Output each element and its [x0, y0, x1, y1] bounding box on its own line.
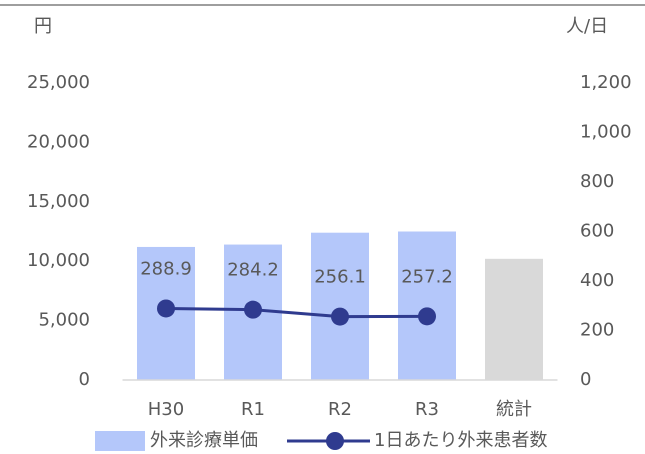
y2-tick-label: 800: [580, 171, 614, 192]
legend-marker: [326, 432, 344, 450]
data-label: 284.2: [227, 260, 279, 281]
legend-label: 外来診療単価: [150, 430, 258, 451]
y-tick-label: 25,000: [27, 72, 90, 93]
x-tick-label: R1: [241, 399, 265, 420]
legend-label: 1日あたり外来患者数: [374, 430, 547, 451]
marker: [244, 300, 262, 319]
y-tick-label: 20,000: [27, 131, 90, 152]
y-tick-label: 10,000: [27, 250, 90, 271]
y2-tick-label: 1,200: [580, 72, 632, 93]
bar: [311, 232, 369, 380]
y2-unit: 人/日: [566, 16, 608, 37]
bar: [398, 231, 456, 380]
y-unit: 円: [34, 16, 52, 37]
bar: [485, 258, 543, 380]
x-tick-label: R2: [328, 399, 352, 420]
y2-tick-label: 1,000: [580, 122, 632, 143]
marker: [418, 307, 436, 326]
x-tick-label: R3: [415, 399, 439, 420]
legend-swatch: [95, 431, 145, 451]
y2-tick-label: 200: [580, 320, 614, 341]
data-label: 257.2: [401, 266, 453, 287]
line: [165, 306, 428, 319]
y2-tick-label: 0: [580, 369, 591, 390]
marker: [157, 299, 175, 318]
y-tick-label: 15,000: [27, 191, 90, 212]
data-label: 288.9: [140, 258, 192, 279]
y2-tick-label: 600: [580, 221, 614, 242]
y-tick-label: 5,000: [38, 310, 90, 331]
x-tick-label: 統計: [496, 399, 532, 420]
data-label: 256.1: [314, 267, 366, 288]
x-tick-label: H30: [148, 399, 184, 420]
y-tick-label: 0: [79, 369, 90, 390]
y2-tick-label: 400: [580, 270, 614, 291]
marker: [331, 307, 349, 326]
